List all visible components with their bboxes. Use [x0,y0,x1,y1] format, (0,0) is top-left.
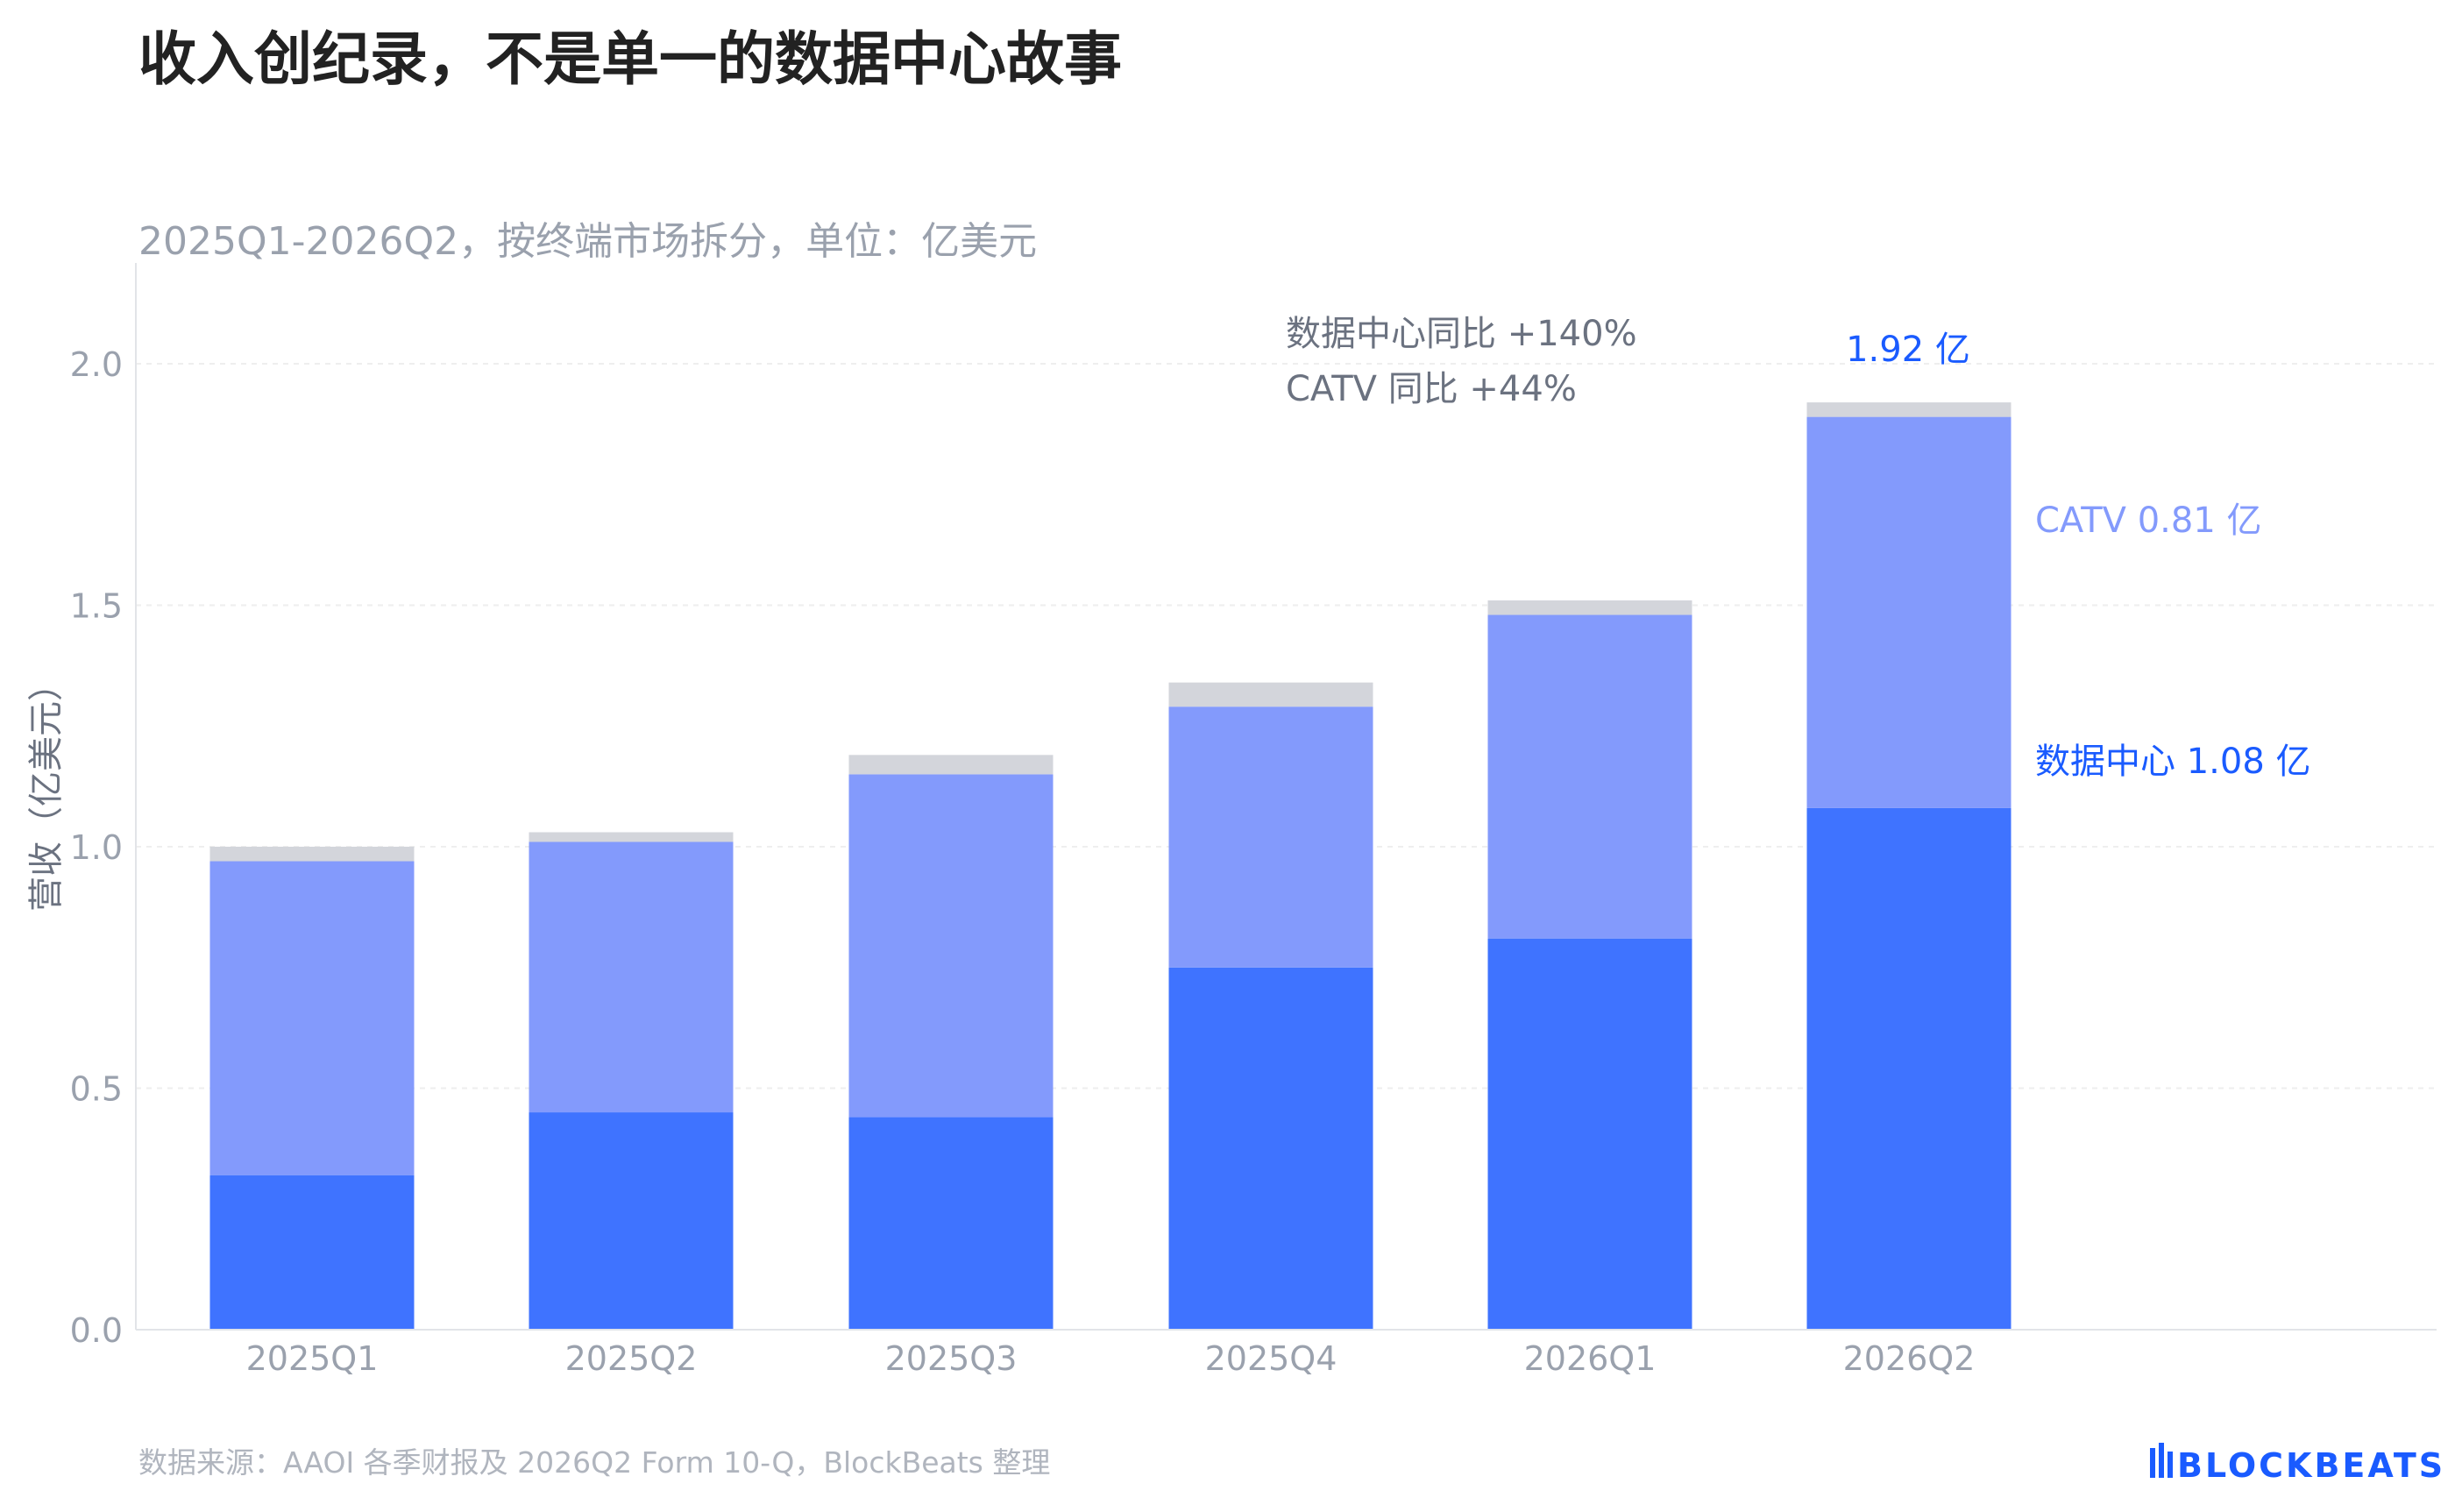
x-tick-label: 2025Q3 [885,1339,1018,1378]
bar-segment-catv [529,841,734,1113]
annotation-yoy-catv: CATV 同比 +44% [1286,369,1577,409]
bars [209,402,2011,1330]
bar-segment-datacenter [209,1175,415,1330]
y-tick-label: 0.5 [70,1070,123,1109]
y-axis-label: 营收（亿美元） [26,666,67,912]
logo-mark-icon [2150,1443,2173,1478]
y-tick-label: 1.0 [70,828,123,867]
source-note: 数据来源：AAOI 各季财报及 2026Q2 Form 10-Q，BlockBe… [138,1445,1050,1480]
annotation-datacenter: 数据中心 1.08 亿 [2035,742,2311,782]
bar-segment-catv [848,774,1054,1118]
bar-segment-catv [209,861,415,1175]
x-tick-label: 2026Q1 [1524,1339,1657,1378]
bar-segment-other [529,832,734,842]
chart-title: 收入创纪录，不是单一的数据中心故事 [138,25,1122,93]
bar-segment-other [209,847,415,862]
bar-segment-other [1168,682,1373,707]
axes: 0.0 0.5 1.0 1.5 2.0 2025Q1 2025Q2 2025Q3 2025Q4 2… [70,263,2437,1378]
logo-text: BLOCKBEATS [2177,1446,2445,1485]
annotation-total: 1.92 亿 [1846,330,1970,370]
bar-segment-other [1806,402,2011,417]
y-tick-label: 1.5 [70,587,123,626]
bar-segment-datacenter [1487,938,1692,1330]
bar-segment-datacenter [848,1117,1054,1330]
x-tick-label: 2025Q2 [565,1339,698,1378]
y-tick-label: 0.0 [70,1311,123,1350]
bar-segment-datacenter [529,1112,734,1330]
bar-segment-catv [1487,614,1692,939]
x-tick-label: 2025Q4 [1205,1339,1337,1378]
annotation-yoy-datacenter: 数据中心同比 +140% [1286,314,1637,354]
blockbeats-logo: BLOCKBEATS [2150,1443,2445,1485]
bar-segment-datacenter [1168,967,1373,1330]
annotation-catv: CATV 0.81 亿 [2035,500,2261,541]
chart-subtitle: 2025Q1-2026Q2，按终端市场拆分，单位：亿美元 [138,219,1037,264]
bar-segment-datacenter [1806,807,2011,1330]
bar-segment-catv [1806,416,2011,808]
x-tick-label: 2026Q2 [1843,1339,1976,1378]
bar-segment-other [848,755,1054,775]
bar-segment-catv [1168,706,1373,968]
bar-segment-other [1487,600,1692,615]
x-tick-label: 2025Q1 [246,1339,379,1378]
y-tick-label: 2.0 [70,345,123,384]
